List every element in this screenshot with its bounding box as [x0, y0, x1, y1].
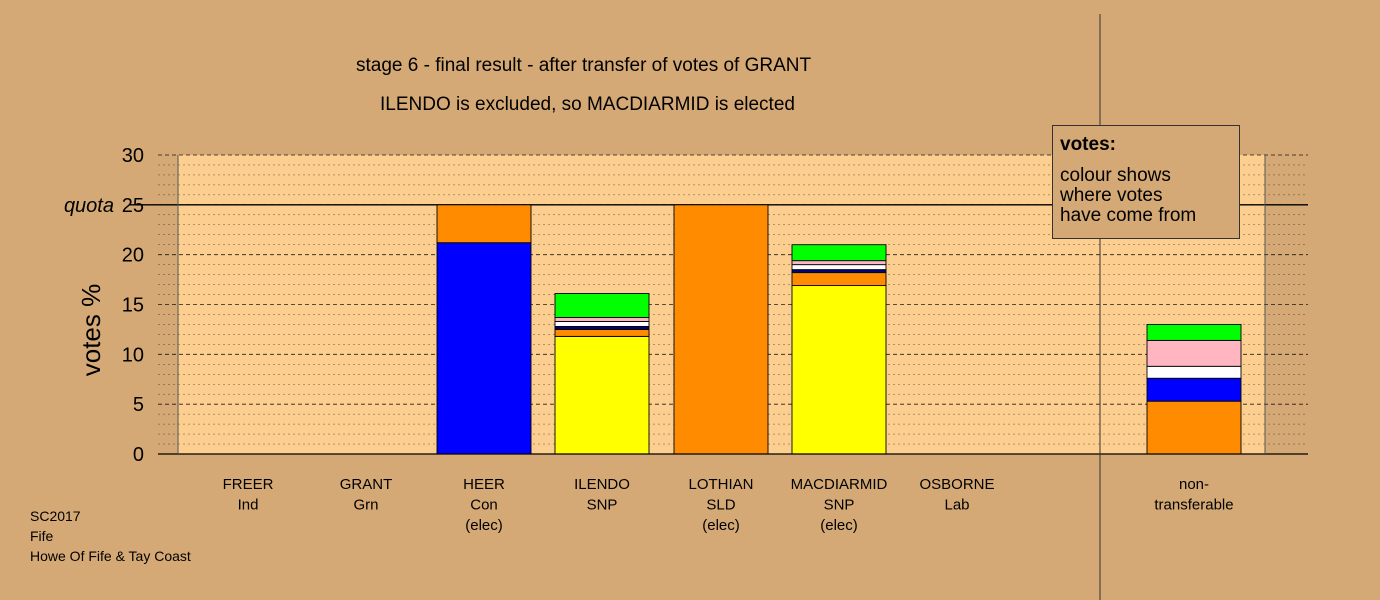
x-category-label: SNP	[587, 497, 618, 514]
bar-segment-sld	[1146, 400, 1242, 455]
y-tick-label: 30	[122, 145, 144, 167]
x-category-label: LOTHIAN	[688, 476, 753, 493]
y-tick-label: 15	[122, 295, 144, 317]
x-category-label: ILENDO	[574, 476, 630, 493]
x-category-label: GRANT	[340, 476, 393, 493]
caption-council: Fife	[30, 528, 54, 544]
bar-segment-snp	[791, 285, 887, 455]
bar-segment-sld	[436, 204, 532, 244]
x-category-label: Grn	[353, 497, 378, 514]
y-tick-label: 20	[122, 245, 144, 267]
x-category-label: (elec)	[465, 517, 503, 534]
bar-segment-sld	[554, 328, 650, 337]
x-category-label: non-	[1179, 476, 1209, 493]
chart-subtitle: ILENDO is excluded, so MACDIARMID is ele…	[380, 94, 795, 115]
x-category-label: (elec)	[702, 517, 740, 534]
y-tick-labels: 0 5 10 15 20 25 30	[122, 145, 144, 466]
y-tick-label: 0	[133, 444, 144, 466]
bar-segment-ind	[554, 317, 650, 322]
bar-segment-con	[436, 242, 532, 455]
bar-segment-grn	[791, 244, 887, 262]
legend-line: have come from	[1060, 205, 1197, 226]
legend-line: colour shows	[1060, 165, 1171, 186]
legend-line: where votes	[1060, 185, 1163, 206]
x-category-label: (elec)	[820, 517, 858, 534]
x-category-label: Con	[470, 497, 498, 514]
y-tick-label: 5	[133, 394, 144, 416]
bar-segment-lab	[1146, 365, 1242, 379]
quota-label: quota	[64, 195, 114, 217]
bar-segment-sld	[791, 272, 887, 287]
bar-segment-con	[1146, 377, 1242, 402]
legend-body: colour shows where votes have come from	[1060, 166, 1232, 226]
x-category-label: SNP	[824, 497, 855, 514]
legend-heading: votes:	[1060, 134, 1116, 155]
x-category-label: transferable	[1154, 497, 1233, 514]
x-category-label: Lab	[944, 497, 969, 514]
caption-ward: Howe Of Fife & Tay Coast	[30, 548, 191, 564]
legend: votes: colour shows where votes have com…	[1052, 125, 1240, 239]
y-tick-label: 10	[122, 344, 144, 366]
bar-segment-snp	[554, 335, 650, 455]
x-category-label: OSBORNE	[919, 476, 994, 493]
bar-segment-ind	[791, 260, 887, 266]
bar-segment-ind	[1146, 339, 1242, 367]
caption-election: SC2017	[30, 508, 81, 524]
y-axis-label: votes %	[76, 284, 106, 377]
x-category-label: HEER	[463, 476, 505, 493]
caption: SC2017 Fife Howe Of Fife & Tay Coast	[30, 506, 191, 566]
x-category-label: MACDIARMID	[791, 476, 888, 493]
bar-segment-grn	[1146, 323, 1242, 341]
x-category-labels: FREER Ind GRANT Grn HEER Con (elec) ILENDO SNP LO…	[223, 476, 1234, 534]
x-category-label: Ind	[238, 497, 259, 514]
bars	[436, 204, 1242, 455]
chart-title: stage 6 - final result - after transfer …	[356, 55, 812, 76]
bar-segment-sld	[673, 204, 769, 455]
bar-segment-lab	[554, 320, 650, 327]
axes	[158, 14, 1308, 600]
bar-segment-lab	[791, 264, 887, 271]
y-tick-label: 25	[122, 195, 144, 217]
x-category-label: SLD	[706, 497, 735, 514]
x-category-label: FREER	[223, 476, 274, 493]
bar-segment-grn	[554, 293, 650, 318]
